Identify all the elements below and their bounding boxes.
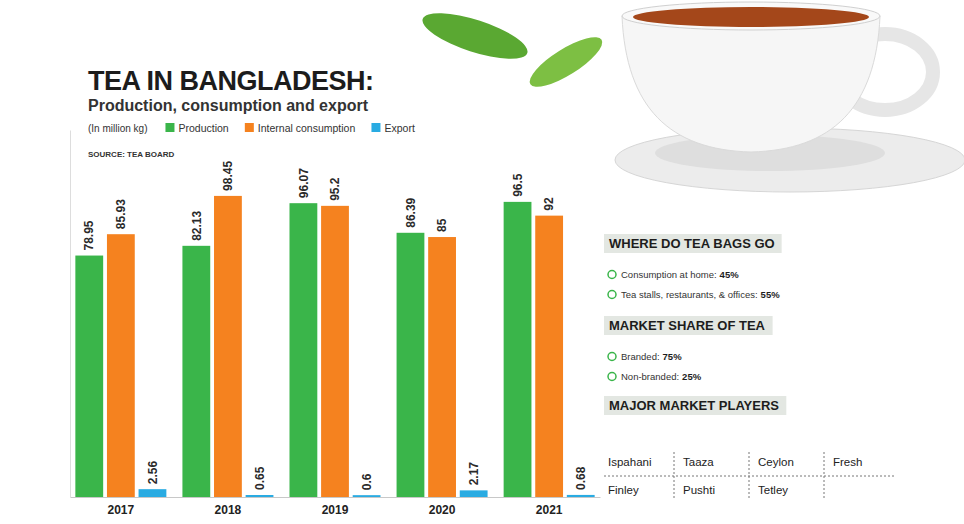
legend-label: Export	[384, 122, 414, 134]
bar	[246, 495, 274, 497]
row-separator	[604, 476, 896, 477]
section-heading-bg	[604, 396, 786, 415]
bar	[428, 237, 456, 497]
item-text: Tea stalls, restaurants, & offices:55%	[621, 289, 780, 300]
data-label: 92	[542, 197, 556, 211]
axis-unit-label: (In million kg)	[88, 123, 147, 134]
bar	[214, 196, 242, 497]
market-player: Taaza	[683, 456, 714, 468]
x-axis-line	[71, 497, 601, 498]
data-labels: 78.95 82.13 96.07 86.39 96.5 85.93 98.45 95.2 85…	[82, 161, 587, 491]
item-value: 45%	[720, 269, 740, 280]
x-tick: 2020	[429, 497, 456, 517]
y-axis	[70, 131, 71, 498]
legend: Production Internal consumption Export	[165, 122, 414, 134]
y-axis-line	[70, 131, 71, 498]
data-label: 96.5	[511, 173, 525, 197]
x-tick-label: 2018	[215, 503, 242, 517]
x-tick-label: 2017	[108, 503, 135, 517]
source-note: SOURCE: TEA BOARD	[88, 150, 175, 159]
market-player: Finley	[608, 484, 639, 496]
bar	[182, 246, 210, 497]
data-label: 82.13	[190, 210, 204, 240]
data-label: 2.56	[146, 460, 160, 484]
bar	[397, 233, 425, 497]
data-label: 0.6	[360, 473, 374, 490]
sidebar: WHERE DO TEA BAGS GO Consumption at home:…	[604, 234, 896, 500]
data-label: 98.45	[221, 161, 235, 191]
bars	[75, 196, 594, 497]
data-label: 96.07	[297, 168, 311, 198]
section-heading: WHERE DO TEA BAGS GO	[609, 236, 775, 251]
x-axis: 2017 2018 2019 2020 2021	[71, 497, 601, 517]
item-value: 25%	[682, 371, 702, 382]
bar	[535, 216, 563, 497]
section-heading: MAJOR MARKET PLAYERS	[609, 398, 779, 413]
bar	[460, 490, 488, 497]
item-text: Non-branded:25%	[621, 371, 702, 382]
x-tick: 2021	[536, 497, 563, 517]
bar	[353, 495, 381, 497]
subtitle: Production, consumption and export	[88, 97, 369, 114]
x-tick: 2017	[108, 497, 135, 517]
data-label: 0.68	[574, 466, 588, 490]
section-heading: MARKET SHARE OF TEA	[609, 318, 766, 333]
item-label: Non-branded:	[621, 371, 679, 382]
x-tick-label: 2020	[429, 503, 456, 517]
bar	[107, 234, 135, 497]
market-player: Ispahani	[608, 456, 651, 468]
legend-label: Internal consumption	[258, 122, 356, 134]
decor-leaf	[418, 4, 533, 68]
bar	[139, 489, 167, 497]
legend-swatch	[245, 123, 254, 132]
legend-label: Production	[178, 122, 228, 134]
data-label: 85	[435, 218, 449, 232]
market-player: Pushti	[683, 484, 715, 496]
bar	[567, 495, 595, 497]
data-label: 95.2	[328, 177, 342, 201]
bullet	[608, 373, 616, 381]
x-tick: 2018	[215, 497, 242, 517]
background	[0, 0, 964, 524]
item-value: 75%	[663, 351, 683, 362]
decoration	[418, 2, 964, 192]
item-label: Consumption at home:	[621, 269, 717, 280]
decor-leaf	[523, 29, 608, 96]
market-player: Tetley	[758, 484, 788, 496]
item-value: 55%	[761, 289, 781, 300]
item-text: Branded:75%	[621, 351, 682, 362]
item-text: Consumption at home:45%	[621, 269, 739, 280]
legend-swatch	[165, 123, 174, 132]
bullet	[608, 353, 616, 361]
data-label: 2.17	[467, 462, 481, 486]
bar	[504, 202, 532, 497]
decor-tea	[633, 7, 869, 27]
bar	[289, 203, 317, 497]
decor-cup-body	[622, 16, 880, 152]
x-tick-label: 2021	[536, 503, 563, 517]
x-tick: 2019	[322, 497, 349, 517]
section-heading-bg	[604, 316, 773, 335]
market-player: Fresh	[833, 456, 862, 468]
data-label: 0.65	[253, 466, 267, 490]
section-heading-bg	[604, 234, 782, 253]
bullet	[608, 271, 616, 279]
decor-cup-rim	[622, 2, 880, 30]
item-label: Tea stalls, restaurants, & offices:	[621, 289, 758, 300]
title: TEA IN BANGLADESH:	[88, 66, 374, 96]
chart-canvas: TEA IN BANGLADESH:Production, consumptio…	[0, 0, 964, 524]
market-player: Ceylon	[758, 456, 794, 468]
data-label: 85.93	[114, 199, 128, 229]
bullet	[608, 291, 616, 299]
data-label: 78.95	[82, 220, 96, 250]
data-label: 86.39	[404, 197, 418, 227]
x-tick-label: 2019	[322, 503, 349, 517]
item-label: Branded:	[621, 351, 660, 362]
bar	[75, 256, 103, 497]
bar	[321, 206, 349, 497]
legend-swatch	[371, 123, 380, 132]
